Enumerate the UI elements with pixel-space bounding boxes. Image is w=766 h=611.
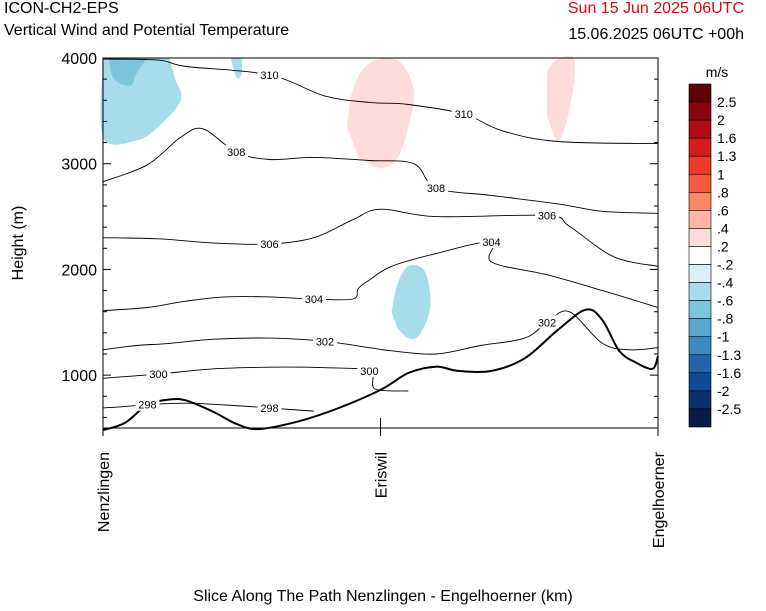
vertical-wind-shading — [100, 55, 576, 340]
colorbar-cell — [688, 83, 712, 103]
colorbar-label: 1.6 — [717, 130, 737, 146]
contour-label-bg — [357, 363, 382, 377]
theta-contour-label: 302 — [538, 317, 556, 329]
contour-label-bg — [224, 145, 249, 159]
y-tick-label: 3000 — [61, 157, 97, 174]
plot-title: Vertical Wind and Potential Temperature — [4, 22, 290, 39]
x-axis-title: Slice Along The Path Nenzlingen - Engelh… — [193, 588, 573, 605]
colorbar-cell — [688, 210, 712, 229]
theta-contour-label: 304 — [305, 294, 323, 306]
contour-label-bg — [479, 234, 504, 248]
y-tick-label: 4000 — [61, 51, 97, 68]
colorbar-cell — [688, 372, 712, 392]
theta-contour-308 — [102, 127, 659, 214]
colorbar-cell — [688, 336, 712, 356]
colorbar-label: -2.5 — [717, 401, 741, 417]
contour-label-bg — [424, 181, 448, 195]
contour-label-bg — [451, 107, 476, 121]
terrain-mask — [103, 309, 658, 431]
theta-contour-label: 310 — [260, 70, 278, 82]
x-tick-label: Eriswil — [374, 452, 391, 498]
y-tick-label: 2000 — [61, 262, 97, 279]
run-date: Sun 15 Jun 2025 06UTC — [567, 0, 744, 17]
valid-time: 15.06.2025 06UTC +00h — [568, 26, 744, 43]
model-name: ICON-CH2-EPS — [4, 0, 119, 17]
contour-label-bg — [146, 367, 171, 381]
w-area — [547, 55, 576, 141]
colorbar: m/s 2.5 2 1.6 1.3 1 .8 .6 .4 .2 -.2 -.4 -.6 -.8 -1 -1.3… — [688, 64, 741, 428]
theta-contour-label: 300 — [149, 369, 167, 381]
theta-contours: 298 298 300 300 302 302 304 304 306 306 308 308 310 3… — [102, 58, 659, 415]
colorbar-label: -.2 — [717, 257, 734, 273]
colorbar-cell — [688, 155, 712, 175]
colorbar-cell — [688, 318, 712, 338]
theta-contour-label: 298 — [138, 400, 156, 412]
theta-contour-label: 310 — [455, 109, 473, 121]
theta-contour-label: 300 — [360, 366, 378, 378]
w-area — [347, 57, 415, 168]
theta-contour-300 — [102, 366, 409, 392]
colorbar-cell — [688, 282, 712, 301]
colorbar-label: .4 — [717, 220, 729, 236]
axes: 1000 2000 3000 4000 Nenzlingen Eriswil Engelho… — [61, 51, 668, 548]
colorbar-cell — [688, 408, 712, 428]
colorbar-label: .6 — [717, 202, 729, 218]
colorbar-cell — [688, 119, 712, 139]
x-tick-label: Nenzlingen — [96, 452, 113, 532]
colorbar-label: -1.3 — [717, 347, 741, 363]
w-area — [230, 58, 243, 79]
theta-contour-label: 306 — [538, 211, 556, 223]
contour-label-bg — [535, 315, 559, 329]
colorbar-cell — [688, 246, 712, 265]
colorbar-label: -1 — [717, 329, 730, 345]
y-tick-label: 1000 — [61, 368, 97, 385]
contour-label-bg — [301, 292, 326, 306]
colorbar-label: 2.5 — [717, 94, 737, 110]
colorbar-cell — [688, 101, 712, 121]
colorbar-label: -.4 — [717, 275, 734, 291]
y-axis-title: Height (m) — [10, 206, 27, 281]
colorbar-cell — [688, 173, 712, 193]
colorbar-cell — [688, 137, 712, 157]
colorbar-label: .2 — [717, 238, 729, 254]
colorbar-label: -2 — [717, 383, 730, 399]
colorbar-cell — [688, 390, 712, 410]
contour-label-bg — [257, 237, 282, 251]
w-area — [108, 58, 148, 86]
theta-contour-label: 304 — [482, 237, 500, 249]
colorbar-unit: m/s — [706, 64, 729, 80]
colorbar-label: .8 — [717, 184, 729, 200]
theta-contour-298 — [102, 402, 314, 412]
colorbar-label: 1.3 — [717, 148, 737, 164]
theta-contour-label: 298 — [260, 403, 278, 415]
x-tick-label: Engelhoerner — [651, 451, 668, 548]
terrain-layer — [102, 308, 659, 432]
w-area — [391, 265, 431, 340]
colorbar-cell — [688, 300, 712, 319]
theta-contour-306 — [102, 208, 659, 267]
theta-contour-label: 302 — [316, 336, 334, 348]
theta-contour-label: 308 — [427, 183, 445, 195]
colorbar-cell — [688, 192, 712, 211]
colorbar-cell — [688, 264, 712, 283]
contour-label-bg — [313, 334, 337, 348]
terrain-line — [102, 308, 659, 432]
colorbar-cell — [688, 354, 712, 374]
contour-label-bg — [135, 397, 160, 411]
theta-contour-302 — [102, 310, 659, 355]
contour-label-bg — [257, 400, 282, 414]
theta-contour-label: 308 — [227, 147, 245, 159]
theta-contour-label: 306 — [260, 239, 278, 251]
contour-label-bg — [535, 208, 559, 222]
theta-contour-310 — [102, 58, 659, 145]
colorbar-label: 2 — [717, 112, 725, 128]
colorbar-label: -.6 — [717, 293, 734, 309]
theta-contour-304 — [102, 241, 659, 312]
colorbar-label: -.8 — [717, 311, 734, 327]
contour-label-bg — [257, 67, 282, 81]
colorbar-label: 1 — [717, 166, 725, 182]
colorbar-label: -1.6 — [717, 365, 741, 381]
colorbar-cell — [688, 228, 712, 247]
